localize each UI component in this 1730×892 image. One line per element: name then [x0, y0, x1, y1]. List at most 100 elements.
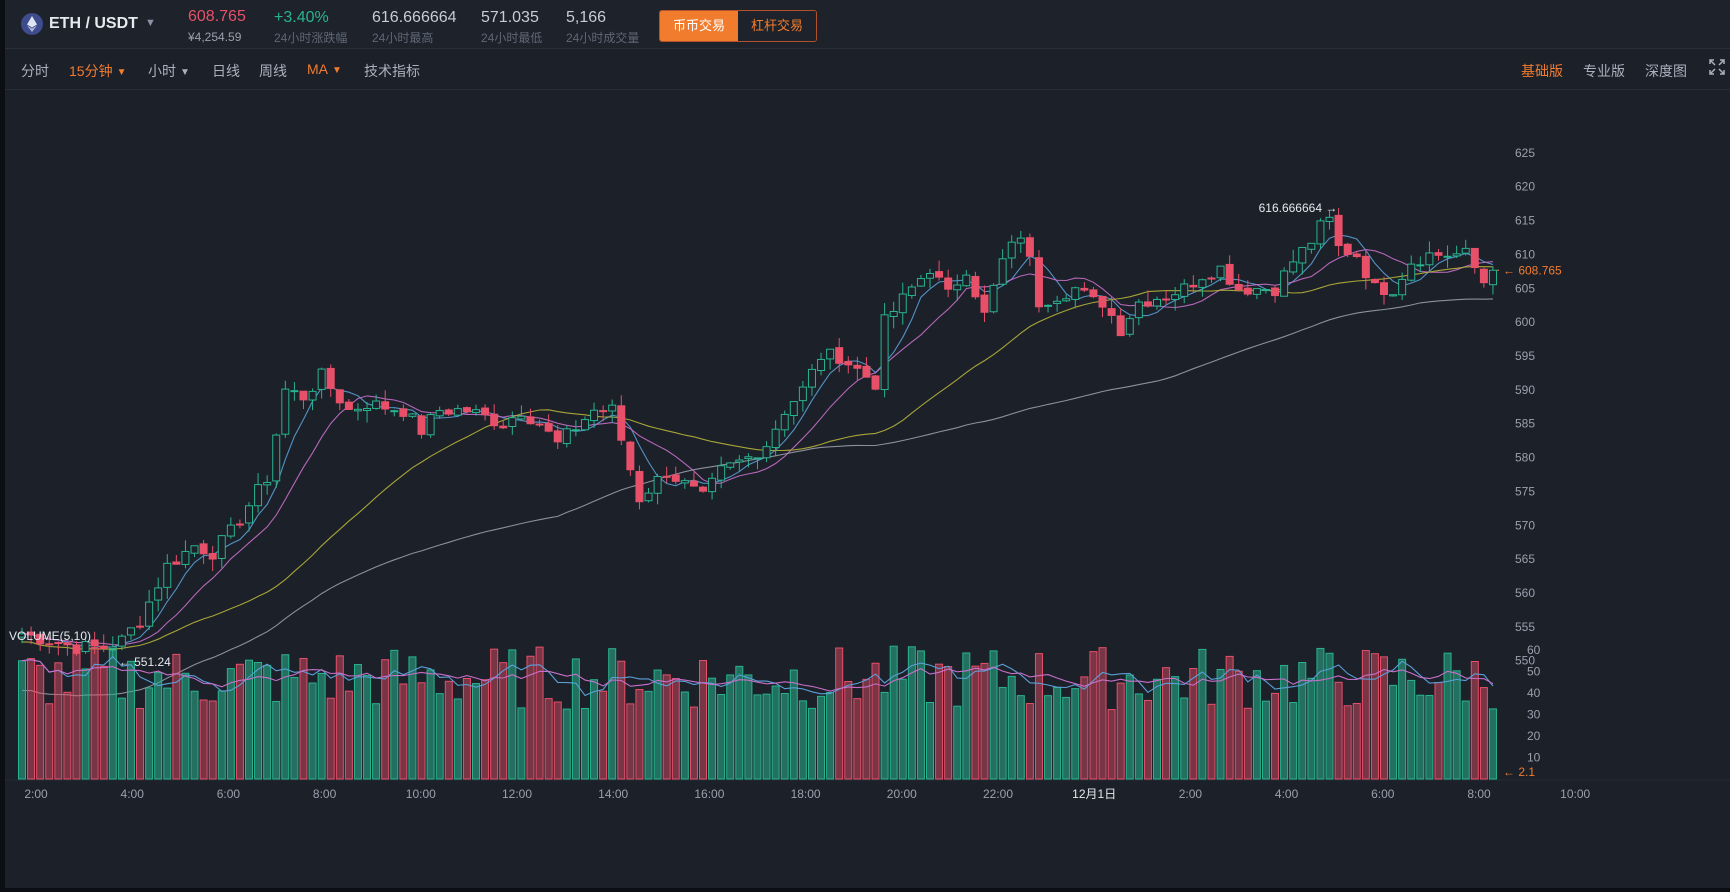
volume-bar	[1425, 694, 1434, 780]
volume-bar	[99, 665, 108, 780]
volume-bar	[136, 707, 145, 780]
chevron-down-icon[interactable]: ▼	[145, 17, 156, 29]
indicator-ma[interactable]: MA ▼	[307, 61, 342, 77]
volume-bar	[1044, 695, 1053, 780]
volume-last-marker: ← 2.1	[1503, 765, 1535, 779]
candle-body	[1062, 298, 1071, 302]
candle-body	[490, 413, 499, 427]
fullscreen-icon[interactable]	[1709, 59, 1725, 75]
volume-bar	[835, 647, 844, 780]
interval-day[interactable]: 日线	[212, 63, 240, 79]
volume-bar	[444, 680, 453, 780]
volume-bar	[199, 699, 208, 780]
candle-body	[1434, 252, 1443, 256]
candle-body	[462, 407, 471, 413]
volume-bar	[263, 664, 272, 780]
technical-indicators[interactable]: 技术指标	[364, 63, 420, 79]
time-axis-tick: 12月1日	[1072, 787, 1116, 801]
candle-body	[90, 639, 99, 647]
candle-body	[426, 414, 435, 436]
tab-margin-trading[interactable]: 杠杆交易	[738, 11, 817, 41]
volume-bar	[1298, 661, 1307, 780]
high-value: 616.666664	[372, 9, 457, 26]
view-basic[interactable]: 基础版	[1521, 63, 1563, 79]
volume-bar	[508, 649, 517, 780]
candle-body	[54, 642, 63, 645]
candle-body	[1461, 247, 1470, 254]
trading-pair-selector[interactable]: ETH / USDT	[49, 15, 138, 32]
candle-body	[1370, 278, 1379, 284]
volume-ma-line-10	[21, 659, 1494, 692]
volume-bar	[762, 693, 771, 780]
volume-bar	[1143, 699, 1152, 780]
volume-bar	[1243, 707, 1252, 780]
market-header: ETH / USDT ▼ 608.765 ¥4,254.59 +3.40% 24…	[5, 0, 1730, 49]
candle-body	[1452, 253, 1461, 257]
volume-bar	[926, 702, 934, 780]
candle-body	[771, 428, 780, 449]
volume-bar	[1171, 676, 1180, 780]
candle-body	[853, 364, 862, 369]
volume-bar	[1107, 709, 1116, 780]
volume-bar	[844, 681, 853, 780]
candle-body	[1343, 243, 1352, 255]
volume-bar	[971, 665, 980, 780]
volume-bar	[635, 689, 644, 780]
candle-body	[1316, 220, 1325, 245]
candle-body	[299, 390, 308, 401]
volume-bar	[381, 659, 390, 780]
volume-bar	[944, 666, 953, 780]
candle-body	[617, 405, 626, 441]
candle-body	[353, 408, 362, 412]
candle-body	[1216, 265, 1225, 279]
kline-chart[interactable]: 550 555 560 565 570 575 580 585 590 595 600 605 610 6…	[5, 89, 1730, 888]
volume-bar	[1307, 677, 1316, 780]
candle-body	[508, 417, 517, 427]
volume-bar	[753, 694, 762, 780]
interval-hour[interactable]: 小时 ▼	[148, 61, 190, 81]
volume-bar	[1062, 696, 1071, 780]
interval-week[interactable]: 周线	[259, 63, 287, 79]
volume-bar	[789, 669, 798, 780]
candle-body	[699, 486, 707, 492]
candle-body	[935, 271, 944, 278]
candle-body	[735, 459, 744, 463]
volume-bar	[1071, 688, 1080, 780]
candle-body	[281, 388, 290, 435]
volume-value: 5,166	[566, 9, 607, 26]
candle-body	[317, 368, 326, 390]
volume-bar	[1080, 676, 1089, 780]
chevron-down-icon: ▼	[180, 67, 190, 78]
price-axis-tick: 625	[1515, 146, 1535, 160]
candle-body	[844, 360, 853, 366]
candle-body	[245, 505, 253, 524]
view-depth[interactable]: 深度图	[1645, 63, 1687, 79]
tab-spot-trading[interactable]: 币币交易	[660, 11, 739, 41]
candle-body	[680, 480, 689, 484]
view-pro[interactable]: 专业版	[1583, 63, 1625, 79]
price-axis-tick: 585	[1515, 417, 1535, 431]
volume-bar	[308, 682, 317, 780]
interval-15min[interactable]: 15分钟 ▼	[69, 61, 126, 81]
volume-bar	[798, 700, 807, 780]
time-axis-tick: 8:00	[1467, 787, 1491, 801]
eth-coin-icon	[21, 13, 43, 35]
volume-bar	[771, 685, 780, 780]
volume-bar	[1162, 667, 1171, 780]
volume-axis-tick: 10	[1527, 750, 1541, 764]
chevron-down-icon: ▼	[332, 65, 342, 76]
time-axis-tick: 6:00	[1371, 787, 1395, 801]
volume-bar	[898, 678, 907, 780]
candle-body	[971, 275, 980, 298]
volume-bar	[1216, 668, 1225, 780]
volume-bar	[117, 697, 126, 780]
volume-bar	[1234, 670, 1243, 780]
candle-body	[1425, 252, 1434, 266]
candle-body	[1352, 253, 1361, 258]
candle-body	[1289, 261, 1298, 273]
price-axis-tick: 575	[1515, 484, 1535, 498]
ma-line-ma60	[22, 298, 1494, 697]
volume-bar	[1025, 703, 1034, 780]
candle-body	[499, 425, 508, 429]
interval-time-sharing[interactable]: 分时	[21, 63, 49, 79]
